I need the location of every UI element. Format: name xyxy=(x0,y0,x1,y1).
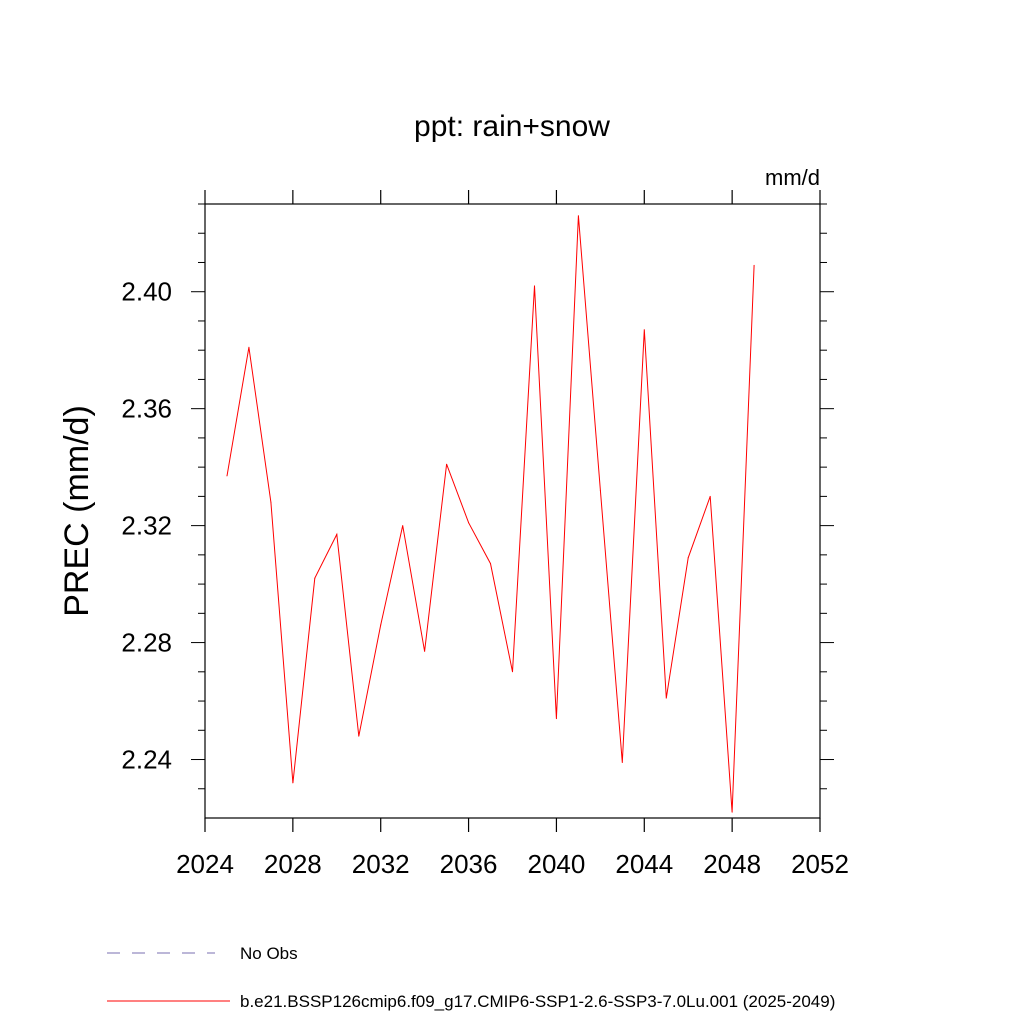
y-axis-label: PREC (mm/d) xyxy=(58,405,96,617)
x-tick-label: 2052 xyxy=(791,849,849,879)
data-point xyxy=(270,501,272,503)
data-point xyxy=(512,671,513,673)
y-tick-label: 2.36 xyxy=(121,394,172,424)
data-point xyxy=(577,215,579,217)
data-point xyxy=(709,495,711,497)
data-point xyxy=(731,811,733,813)
y-tick-label: 2.24 xyxy=(121,745,172,775)
data-point xyxy=(226,475,228,477)
data-point xyxy=(424,650,426,652)
data-point xyxy=(380,624,382,626)
data-point xyxy=(358,735,360,737)
data-point xyxy=(446,463,448,465)
units-label: mm/d xyxy=(765,165,820,190)
data-point xyxy=(599,490,601,492)
data-point xyxy=(753,264,755,266)
data-point xyxy=(292,782,294,784)
data-point xyxy=(336,533,338,535)
x-tick-label: 2048 xyxy=(703,849,761,879)
x-tick-label: 2032 xyxy=(352,849,410,879)
data-point xyxy=(643,329,645,331)
data-point xyxy=(533,285,535,287)
data-point xyxy=(555,718,557,720)
y-tick-label: 2.32 xyxy=(121,511,172,541)
series-layer xyxy=(226,215,755,813)
x-tick-label: 2040 xyxy=(528,849,586,879)
axis-ticks: 2024 2028 2032 2036 2040 2044 2048 2052 2.24 2.28… xyxy=(121,190,849,879)
legend-label-simulation: b.e21.BSSP126cmip6.f09_g17.CMIP6-SSP1-2.… xyxy=(240,992,835,1011)
y-tick-label: 2.28 xyxy=(121,628,172,658)
x-tick-label: 2036 xyxy=(440,849,498,879)
legend: No Obs b.e21.BSSP126cmip6.f09_g17.CMIP6-… xyxy=(107,944,835,1011)
data-point xyxy=(621,761,623,763)
data-point xyxy=(687,557,689,559)
x-tick-label: 2024 xyxy=(176,849,234,879)
chart-title: ppt: rain+snow xyxy=(414,110,610,143)
legend-label-no-obs: No Obs xyxy=(240,944,298,963)
x-tick-label: 2044 xyxy=(615,849,673,879)
data-point xyxy=(248,346,250,348)
data-point xyxy=(402,525,404,527)
data-point xyxy=(314,577,316,579)
data-point xyxy=(665,697,667,699)
x-tick-label: 2028 xyxy=(264,849,322,879)
data-point xyxy=(468,522,470,524)
y-tick-label: 2.40 xyxy=(121,277,172,307)
plot-frame xyxy=(204,203,821,819)
series-line-0 xyxy=(226,215,755,813)
data-point xyxy=(490,563,492,565)
